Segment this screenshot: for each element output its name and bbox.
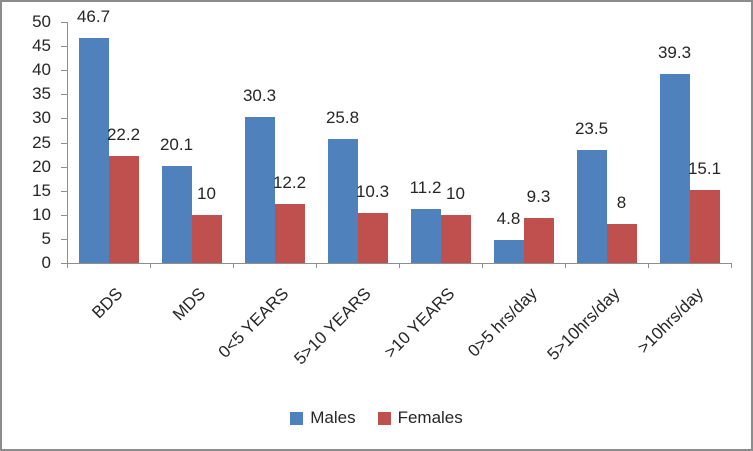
males-bar [327,138,358,263]
y-axis-label: 35 [32,84,51,104]
x-tick [399,263,400,268]
males-bar [410,209,441,263]
x-axis-label: 5>10 YEARS [290,284,375,369]
y-axis-label: 30 [32,108,51,128]
y-tick [61,94,67,96]
value-label: 46.7 [76,6,111,26]
value-label: 4.8 [496,208,521,228]
x-tick [565,263,566,268]
y-tick [61,214,67,216]
y-axis-label: 50 [32,12,51,31]
y-tick [61,238,67,240]
legend-label: Females [397,408,463,427]
value-label: 20.1 [159,135,194,155]
females-bar [606,224,637,263]
females-bar [689,190,720,263]
y-tick [61,22,67,23]
x-axis-label: MDS [168,284,209,325]
females-bar [440,214,471,263]
value-label: 23.5 [574,118,609,138]
value-label: 9.3 [526,187,551,207]
males-bar [161,166,192,263]
x-axis-label: >10hrs/day [633,284,707,358]
x-axis-label: 5>10hrs/day [543,284,624,364]
y-axis-label: 5 [41,228,51,248]
x-axis-label: >10 YEARS [380,284,458,362]
legend: Males Females [2,406,751,430]
x-tick [67,263,68,268]
males-bar [78,37,109,263]
males-bar [576,149,607,263]
legend-item: Females [377,408,463,428]
legend-item: Males [290,408,356,428]
x-tick [482,263,483,268]
value-label: 39.3 [657,42,692,62]
males-bar [659,73,690,263]
x-tick [316,263,317,268]
y-axis-label: 15 [32,180,51,200]
x-axis-label: 0>5 hrs/day [464,284,541,361]
x-axis-label: 0<5 YEARS [214,284,292,362]
y-axis-label: 0 [41,253,51,272]
value-label: 30.3 [242,85,277,105]
y-axis-label: 10 [32,204,51,224]
females-legend-swatch-icon [377,411,391,425]
y-tick [61,70,67,72]
x-tick [150,263,151,268]
males-bar [493,239,524,263]
y-tick [61,142,67,144]
x-tick [648,263,649,268]
y-axis-label: 20 [32,156,51,176]
x-tick [731,263,732,268]
x-axis-label: BDS [87,284,126,323]
y-tick [61,166,67,168]
x-tick [233,263,234,268]
y-axis-label: 40 [32,60,51,80]
value-label: 10 [197,183,216,203]
y-tick [61,263,67,264]
males-legend-swatch-icon [290,411,304,425]
value-label: 10 [446,183,465,203]
value-label: 11.2 [409,178,442,198]
y-axis-line [67,22,68,264]
y-axis-label: 45 [32,36,51,56]
value-label: 15.1 [687,159,722,179]
value-label: 8 [616,193,627,213]
y-tick [61,46,67,48]
value-label: 22.2 [106,124,141,144]
y-tick [61,190,67,192]
y-axis-label: 25 [32,132,51,152]
value-label: 12.2 [272,173,307,193]
y-tick [61,118,67,120]
females-bar [523,218,554,263]
females-bar [357,213,388,263]
females-bar [191,214,222,263]
females-bar [108,155,139,263]
females-bar [274,204,305,263]
value-label: 10.3 [355,182,390,202]
legend-label: Males [310,408,356,427]
males-bar [244,116,275,263]
value-label: 25.8 [325,107,360,127]
